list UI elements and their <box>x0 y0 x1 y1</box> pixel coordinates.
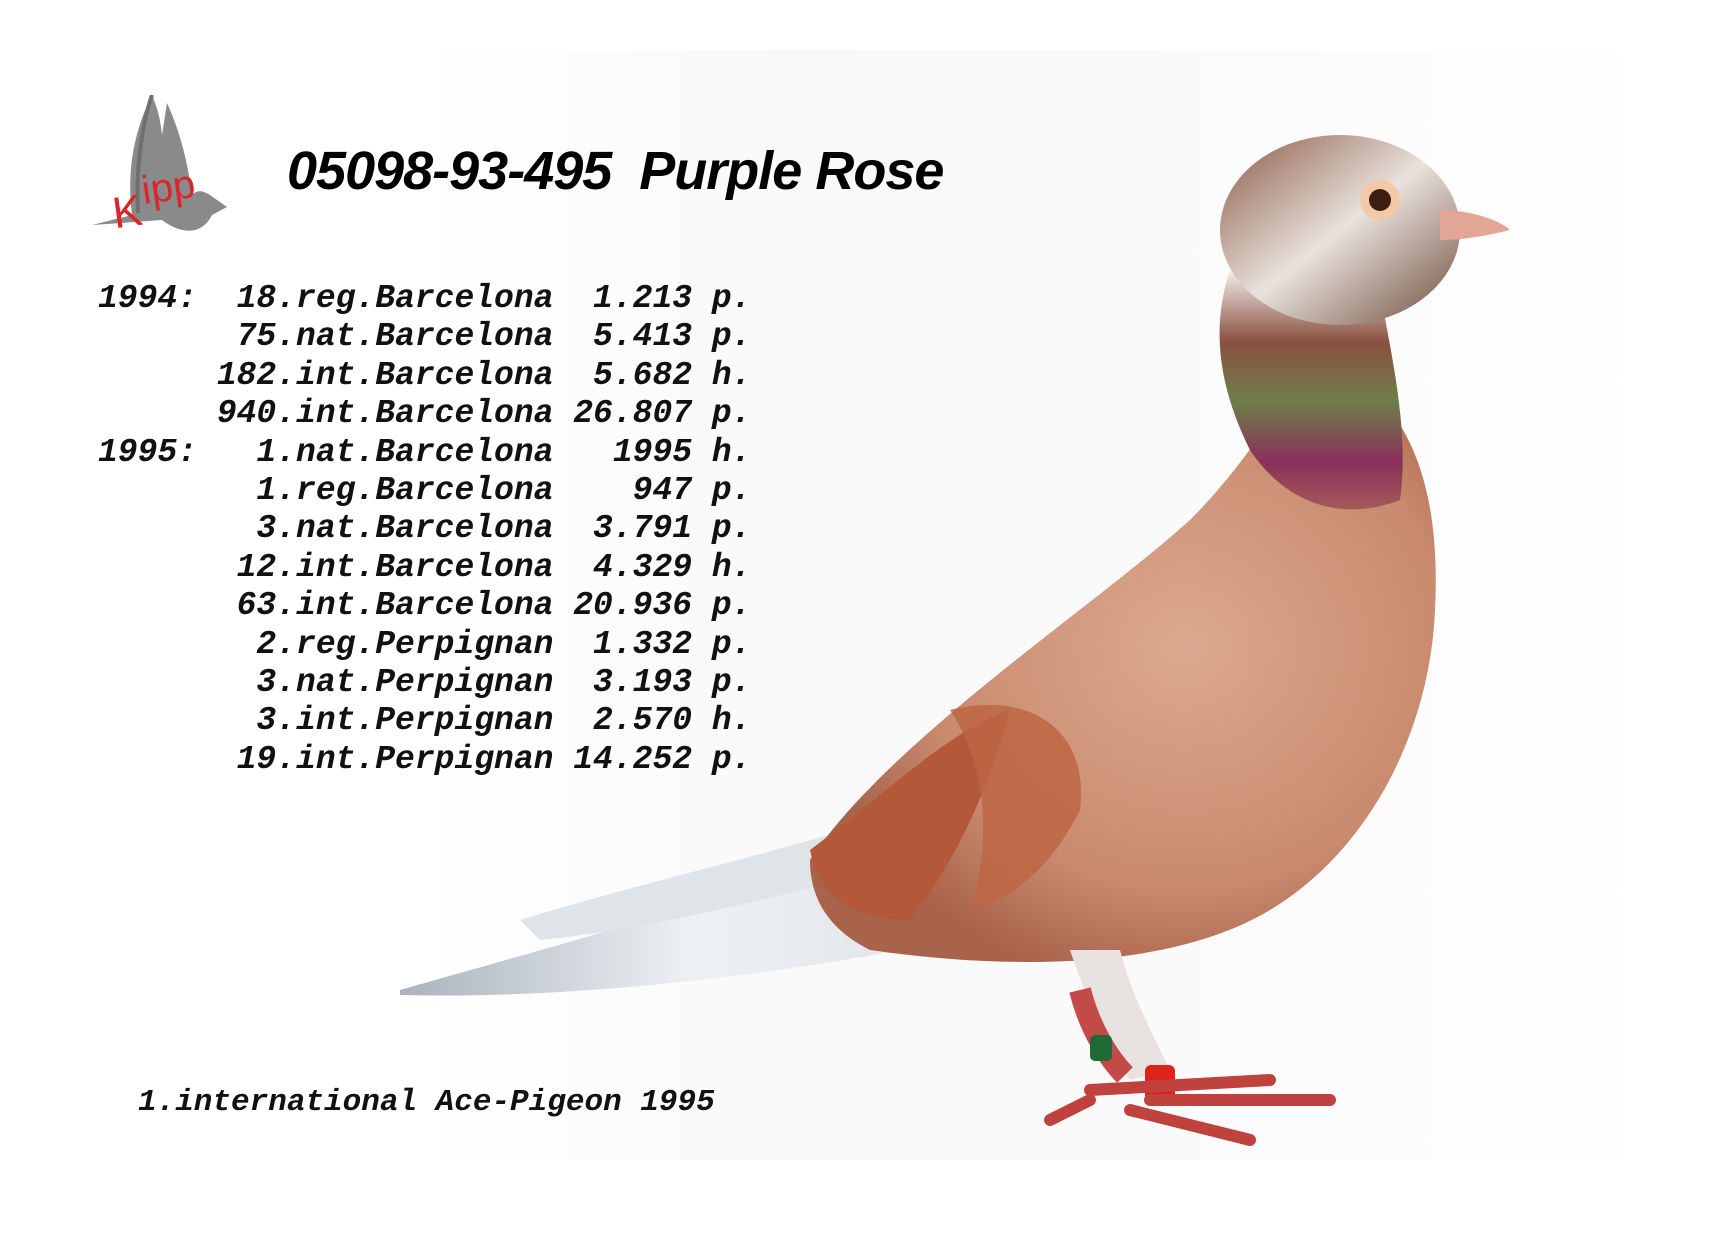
result-count: 1995 <box>612 433 693 471</box>
result-year <box>98 702 197 740</box>
svg-text:K: K <box>109 186 145 239</box>
result-placing: 182.int.Barcelona <box>216 356 554 394</box>
result-count: 4.329 <box>593 548 693 586</box>
result-year: 1994: <box>98 280 198 317</box>
result-count: 14.252 <box>573 740 693 778</box>
svg-text:ipp: ipp <box>139 162 198 213</box>
result-placing: 12.int.Barcelona <box>236 548 554 586</box>
result-row: 75.nat.Barcelona 5.413 p. <box>98 318 752 356</box>
result-row: 63.int.Barcelona 20.936 p. <box>98 587 752 625</box>
result-count: 3.193 <box>593 663 693 701</box>
result-placing: 1.nat.Barcelona <box>256 433 554 471</box>
result-row: 1995: 1.nat.Barcelona 1995 h. <box>98 434 751 472</box>
result-year <box>98 626 197 664</box>
result-count: 20.936 <box>573 587 693 625</box>
result-unit: p. <box>711 471 752 509</box>
result-count: 26.807 <box>573 395 693 433</box>
result-unit: p. <box>711 510 752 548</box>
result-row: 12.int.Barcelona 4.329 h. <box>98 548 752 587</box>
result-year <box>98 741 197 779</box>
result-year <box>98 395 197 433</box>
result-count: 1.332 <box>593 625 693 663</box>
result-row: 182.int.Barcelona 5.682 h. <box>98 356 752 395</box>
result-year <box>98 664 197 702</box>
result-unit: h. <box>711 702 752 740</box>
result-year <box>98 549 197 587</box>
result-unit: h. <box>711 356 752 394</box>
result-placing: 940.int.Barcelona <box>216 395 554 433</box>
result-placing: 1.reg.Barcelona <box>256 471 554 509</box>
result-placing: 3.nat.Barcelona <box>256 510 554 548</box>
result-year <box>98 587 197 625</box>
result-row: 3.nat.Barcelona 3.791 p. <box>98 510 751 548</box>
results-list: 1994: 18.reg.Barcelona 1.213 p. 75.nat.Barce… <box>98 280 751 779</box>
result-count: 5.413 <box>593 318 693 356</box>
result-unit: p. <box>711 625 752 663</box>
result-unit: p. <box>711 280 752 317</box>
result-unit: h. <box>711 433 752 471</box>
kipp-logo: K ipp <box>92 95 227 239</box>
result-row: 940.int.Barcelona 26.807 p. <box>98 395 752 433</box>
result-unit: p. <box>711 740 752 778</box>
result-count: 2.570 <box>593 702 693 740</box>
result-placing: 3.nat.Perpignan <box>256 663 554 701</box>
result-placing: 75.nat.Barcelona <box>236 318 554 356</box>
result-unit: p. <box>711 318 752 356</box>
result-unit: p. <box>711 587 752 625</box>
result-count: 5.682 <box>593 356 693 394</box>
result-year <box>98 472 197 510</box>
pigeon-photo <box>400 135 1510 1146</box>
result-row: 3.int.Perpignan 2.570 h. <box>98 702 751 740</box>
result-year <box>98 510 197 548</box>
result-row: 2.reg.Perpignan 1.332 p. <box>98 626 751 664</box>
result-placing: 2.reg.Perpignan <box>256 625 554 663</box>
result-row: 3.nat.Perpignan 3.193 p. <box>98 664 751 702</box>
result-placing: 18.reg.Barcelona <box>236 280 554 317</box>
result-unit: p. <box>711 395 752 433</box>
result-count: 3.791 <box>593 510 693 548</box>
result-row: 1.reg.Barcelona 947 p. <box>98 472 751 510</box>
result-count: 947 <box>632 471 693 509</box>
footer-award: 1.international Ace-Pigeon 1995 <box>138 1085 715 1120</box>
result-placing: 19.int.Perpignan <box>236 740 554 778</box>
result-placing: 63.int.Barcelona <box>236 587 554 625</box>
result-unit: h. <box>711 548 752 586</box>
result-year: 1995: <box>98 433 198 471</box>
pigeon-title: 05098-93-495 Purple Rose <box>287 141 944 201</box>
result-row: 19.int.Perpignan 14.252 p. <box>98 740 752 779</box>
result-year <box>98 357 197 395</box>
result-placing: 3.int.Perpignan <box>256 702 554 740</box>
result-count: 1.213 <box>593 280 693 317</box>
result-year <box>98 318 197 356</box>
result-row: 1994: 18.reg.Barcelona 1.213 p. <box>98 280 751 318</box>
result-unit: p. <box>711 663 752 701</box>
